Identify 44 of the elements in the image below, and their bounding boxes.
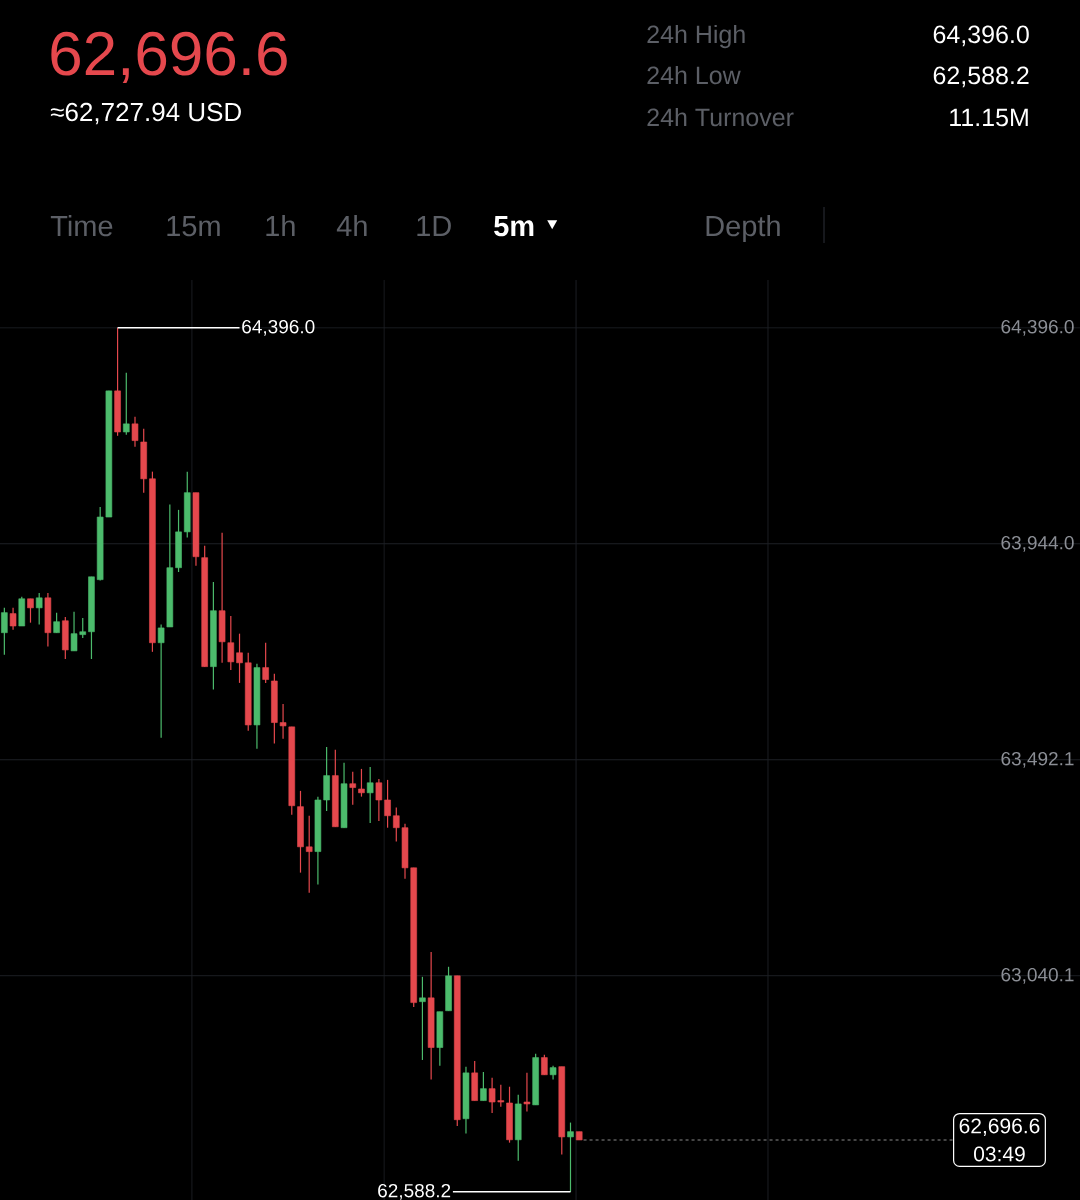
- candlestick: [53, 612, 60, 634]
- candlestick: [236, 633, 243, 684]
- y-tick-label: 63,040.1: [1001, 967, 1074, 984]
- text: 62,588.2: [933, 66, 1029, 88]
- candlestick: [366, 766, 374, 824]
- candlestick: [567, 1121, 574, 1193]
- text: 11.15M: [950, 108, 1028, 127]
- candlestick: [1, 607, 8, 656]
- text: 4h: [336, 214, 367, 236]
- annotation: 62,588.2: [378, 1183, 451, 1200]
- candlestick: [349, 771, 357, 806]
- candlestick: [9, 607, 17, 631]
- text: 24h Turnover: [647, 107, 794, 127]
- text: Time: [50, 214, 113, 237]
- text: 24h High: [647, 24, 745, 49]
- y-tick-label: 63,492.1: [1001, 751, 1074, 768]
- candlestick: [541, 1054, 548, 1076]
- candlestick: [419, 976, 426, 1061]
- text: 64,396.0: [933, 25, 1029, 47]
- text: Depth: [706, 214, 780, 243]
- y-tick-label: 64,396.0: [1001, 319, 1074, 336]
- candlestick: [523, 1072, 531, 1113]
- candlestick: [262, 642, 269, 684]
- annotation: 64,396.0: [242, 319, 315, 336]
- text: 1D: [417, 216, 451, 236]
- text: 24h Low: [647, 65, 741, 85]
- y-tick-label: 63,944.0: [1001, 535, 1074, 552]
- candlestick: [375, 778, 383, 822]
- candlestick: [131, 416, 139, 448]
- annotation: 03:49: [974, 1146, 1025, 1162]
- candlestick: [35, 592, 43, 626]
- candlestick: [305, 815, 313, 894]
- candlestick: [480, 1071, 487, 1102]
- ref-line-label: 62,696.6: [959, 1118, 1040, 1136]
- text: 5m: [494, 216, 534, 237]
- text: 15m: [167, 216, 220, 237]
- text: 1h: [266, 214, 295, 236]
- candlestick: [384, 779, 391, 829]
- chart-title: 62,696.6: [51, 31, 287, 83]
- candlestick: [227, 615, 235, 671]
- candlestick: [123, 372, 130, 436]
- chart-subtitle: ≈62,727.94 USD: [50, 102, 241, 125]
- candlestick: [358, 768, 365, 798]
- candlestick: [27, 598, 34, 624]
